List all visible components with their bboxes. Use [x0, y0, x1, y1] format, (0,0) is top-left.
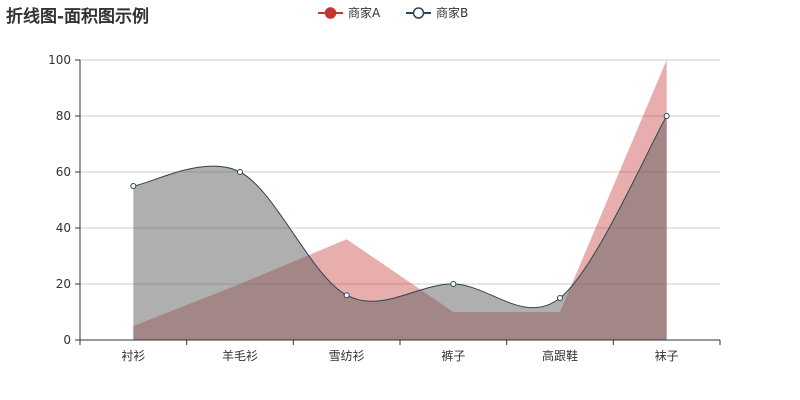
data-point — [450, 281, 457, 287]
data-point — [343, 292, 350, 299]
y-tick-label: 60 — [56, 165, 71, 179]
legend-item-b[interactable]: 商家B — [406, 5, 468, 20]
series-areas — [133, 60, 667, 340]
data-point — [557, 295, 563, 301]
legend-marker-icon — [324, 7, 337, 19]
x-tick-label: 袜子 — [655, 349, 679, 363]
data-point — [130, 183, 137, 189]
x-tick-label: 衬衫 — [121, 349, 145, 363]
legend-marker-icon — [412, 7, 425, 19]
y-tick-label: 40 — [56, 221, 71, 235]
data-point — [663, 113, 670, 119]
axes: 0 20 40 60 80 100 衬衫 羊毛衫 雪纺衫 裤子 高跟鞋 袜子 — [48, 53, 721, 363]
x-tick-label: 高跟鞋 — [542, 348, 578, 363]
y-tick-label: 80 — [56, 109, 71, 123]
x-tick-label: 裤子 — [441, 349, 465, 363]
x-tick-label: 雪纺衫 — [329, 349, 365, 363]
y-tick-label: 0 — [63, 333, 71, 347]
y-tick-label: 100 — [48, 53, 71, 67]
data-point — [237, 169, 243, 175]
legend-label: 商家A — [348, 5, 381, 20]
legend-item-a[interactable]: 商家A — [318, 5, 381, 20]
legend-label: 商家B — [436, 5, 468, 20]
x-tick-label: 羊毛衫 — [222, 348, 258, 363]
legend: 商家A 商家B — [318, 5, 468, 20]
series-points — [130, 113, 670, 301]
chart-title: 折线图-面积图示例 — [6, 7, 150, 27]
y-tick-label: 20 — [56, 277, 71, 291]
series-area-b — [133, 116, 667, 340]
